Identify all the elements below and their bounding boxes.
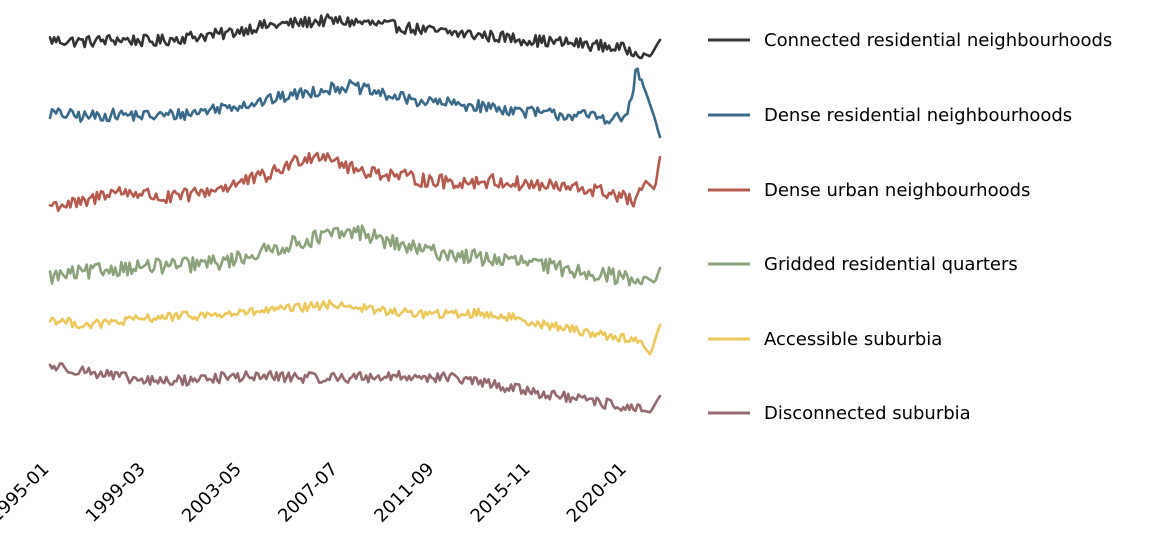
legend-label: Accessible suburbia (764, 329, 942, 350)
x-tick-label: 2015-11 (467, 459, 535, 527)
x-tick-label: 2011-09 (370, 459, 438, 527)
legend-label: Disconnected suburbia (764, 403, 971, 424)
x-tick-label: 2003-05 (178, 459, 246, 527)
legend-item: Gridded residential quarters (708, 254, 1018, 275)
x-tick-label: 1999-03 (82, 459, 150, 527)
legend-item: Connected residential neighbourhoods (708, 30, 1112, 51)
legend-label: Connected residential neighbourhoods (764, 30, 1112, 51)
series-line-1 (48, 13, 662, 60)
legend-label: Dense residential neighbourhoods (764, 105, 1072, 126)
legend-item: Dense urban neighbourhoods (708, 180, 1030, 201)
x-tick-label: 2020-01 (563, 459, 631, 527)
legend-item: Accessible suburbia (708, 329, 942, 350)
series-line-4 (48, 224, 662, 287)
x-axis-tick-labels: 1995-01 1999-03 2003-05 2007-07 2011-09 2015-… (0, 459, 631, 527)
legend-item: Disconnected suburbia (708, 403, 971, 424)
series-line-6 (48, 362, 662, 414)
legend: Connected residential neighbourhoods Dens… (708, 30, 1112, 424)
legend-item: Dense residential neighbourhoods (708, 105, 1072, 126)
x-tick-label: 1995-01 (0, 459, 54, 527)
legend-label: Dense urban neighbourhoods (764, 180, 1030, 201)
series-lines (48, 13, 662, 414)
series-line-5 (48, 299, 662, 356)
legend-label: Gridded residential quarters (764, 254, 1018, 275)
x-tick-label: 2007-07 (274, 459, 342, 527)
series-line-3 (48, 151, 662, 212)
series-line-2 (48, 67, 662, 139)
